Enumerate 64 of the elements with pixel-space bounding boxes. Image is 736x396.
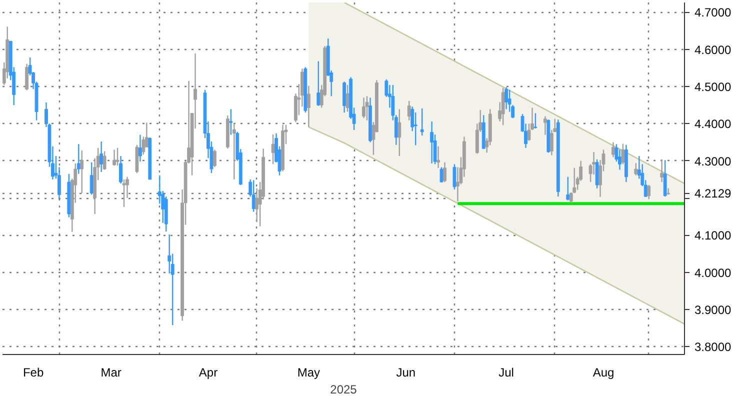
candlestick: [316, 60, 320, 106]
candlestick: [663, 160, 667, 198]
x-tick-label: Apr: [198, 366, 218, 380]
y-tick-label: 3.9000: [694, 303, 732, 318]
candlestick: [229, 108, 233, 136]
y-tick-label: 4.0000: [694, 266, 732, 280]
candlestick: [362, 97, 366, 119]
candlestick: [420, 108, 424, 136]
candlestick: [621, 143, 625, 165]
candlestick: [430, 120, 434, 164]
candlestick: [365, 96, 369, 121]
candlestick: [504, 86, 508, 110]
candlestick: [102, 150, 106, 170]
y-tick-label: 4.1000: [694, 228, 732, 243]
candlestick: [252, 180, 256, 212]
candlestick: [647, 184, 651, 200]
candlestick: [666, 188, 670, 196]
candlestick: [436, 146, 440, 169]
candlestick: [612, 142, 615, 158]
candlestick: [452, 164, 456, 190]
candlestick: [634, 162, 638, 176]
candlestick: [138, 134, 142, 162]
candlestick: [443, 162, 446, 183]
candlestick: [534, 112, 538, 130]
candlestick: [501, 87, 505, 126]
candlestick: [346, 84, 350, 112]
x-axis-title: 2025: [330, 382, 358, 396]
candlestick: [660, 158, 664, 183]
candlestick: [100, 140, 104, 173]
x-tick-label: Feb: [22, 366, 44, 380]
candlestick: [122, 178, 126, 208]
x-tick-label: Mar: [100, 366, 122, 380]
candlestick: [440, 166, 444, 184]
candlestick: [398, 108, 402, 157]
candlestick: [566, 176, 570, 201]
y-tick-label: 3.8000: [694, 340, 732, 354]
x-tick-label: Jun: [396, 366, 416, 380]
candlestick: [142, 136, 146, 156]
candlestick: [116, 147, 120, 166]
candlestick: [80, 150, 84, 194]
candlestick: [306, 85, 310, 128]
candlestick: [569, 192, 573, 204]
candlestick: [595, 158, 599, 189]
y-tick-label: 4.6000: [694, 42, 732, 57]
candlestick: [213, 149, 216, 168]
y-tick-label: 4.2129: [694, 186, 732, 201]
x-tick-label: May: [297, 366, 320, 380]
y-tick-label: 4.5000: [694, 80, 732, 94]
candlestick: [550, 129, 554, 156]
candlestick: [76, 144, 80, 174]
y-tick-label: 4.3000: [694, 154, 732, 168]
candlestick: [543, 116, 547, 136]
candlestick: [407, 100, 411, 121]
x-tick-label: Aug: [592, 366, 614, 380]
candlestick: [342, 81, 346, 114]
candlestick: [271, 134, 275, 165]
candlestick: [119, 155, 122, 184]
x-tick-label: Jul: [498, 366, 514, 380]
candlestick: [232, 123, 236, 180]
y-tick-label: 4.4000: [694, 117, 732, 132]
y-tick-label: 4.7000: [694, 6, 732, 20]
candlestick: [414, 112, 418, 146]
candlestick: [25, 63, 29, 91]
candlestick: [112, 149, 116, 166]
